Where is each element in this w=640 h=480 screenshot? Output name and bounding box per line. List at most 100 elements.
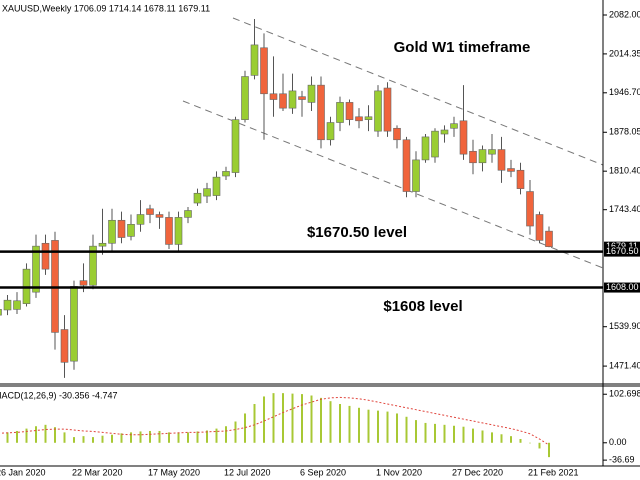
- macd-bar: [481, 430, 484, 443]
- candle-body: [70, 286, 78, 362]
- macd-bar: [339, 404, 341, 443]
- candle-body: [526, 191, 534, 227]
- macd-bar: [500, 434, 503, 443]
- macd-bar: [396, 413, 398, 443]
- candle-body: [317, 84, 325, 141]
- y-tick-label: 1743.40: [609, 204, 640, 214]
- macd-bar: [263, 396, 265, 443]
- channel-lower: [182, 100, 604, 269]
- candle-body: [364, 116, 373, 120]
- candle-body: [174, 217, 183, 245]
- candle-body: [3, 299, 12, 311]
- macd-bar: [329, 401, 332, 443]
- macd-bar: [415, 420, 417, 443]
- candle-body: [383, 87, 392, 132]
- macd-bar: [291, 393, 294, 443]
- annotation: $1670.50 level: [307, 224, 407, 241]
- macd-bar: [206, 430, 208, 443]
- candle-body: [421, 136, 430, 161]
- macd-bar: [377, 410, 379, 443]
- macd-bar: [491, 432, 493, 443]
- y-tick-label: 1539.90: [609, 321, 640, 331]
- candle-body: [165, 217, 173, 245]
- macd-bar: [44, 424, 47, 443]
- macd-bar: [187, 432, 189, 443]
- macd-bar: [529, 442, 531, 444]
- macd-bar: [92, 437, 94, 443]
- macd-bar: [177, 432, 180, 443]
- level-label: 1670.50: [606, 246, 639, 256]
- macd-bar: [510, 436, 512, 443]
- y-tick-label: 1878.05: [609, 127, 640, 137]
- macd-bar: [120, 433, 123, 443]
- macd-bar: [82, 436, 85, 443]
- candle-body: [155, 214, 164, 218]
- x-tick-label: 1 Nov 2020: [376, 467, 422, 477]
- macd-bar: [282, 393, 284, 443]
- candle-body: [184, 210, 192, 218]
- candle-body: [488, 149, 496, 155]
- macd-bar: [149, 430, 151, 443]
- macd-bar: [405, 416, 408, 443]
- candle-body: [355, 116, 363, 122]
- candle-body: [507, 168, 515, 172]
- y-tick-label: 0.00: [609, 437, 627, 447]
- level-tag: [604, 246, 640, 257]
- candle-body: [431, 130, 439, 158]
- y-tick-label: 102.698: [609, 389, 640, 399]
- candle-body: [127, 224, 135, 237]
- candle-body: [402, 139, 411, 192]
- macd-bar: [101, 435, 104, 443]
- candle-body: [288, 90, 297, 109]
- level-label: 1608.00: [606, 282, 639, 292]
- price-tag-label: 1679.11: [606, 241, 638, 251]
- macd-bar: [225, 426, 227, 443]
- candle-body: [336, 102, 344, 123]
- macd-bar: [6, 432, 9, 443]
- y-tick-label: 1471.40: [609, 360, 640, 370]
- macd-bar: [168, 432, 170, 443]
- candle-body: [146, 208, 154, 215]
- candle-body: [241, 76, 249, 120]
- macd-bar: [348, 405, 351, 443]
- macd-bar: [272, 393, 275, 443]
- macd-bar: [301, 394, 303, 443]
- candle-body: [497, 149, 506, 171]
- macd-bar: [548, 442, 550, 458]
- macd-bar: [320, 397, 322, 443]
- x-tick-label: 6 Sep 2020: [300, 467, 346, 477]
- candle-body: [98, 242, 107, 247]
- candle-body: [0, 309, 2, 316]
- candle-body: [79, 280, 88, 286]
- candle-body: [516, 169, 525, 189]
- candle-body: [41, 242, 50, 270]
- candle-body: [298, 96, 306, 100]
- macd-bar: [63, 432, 66, 443]
- candle-body: [459, 120, 468, 155]
- macd-bar: [73, 437, 75, 443]
- macd-bar: [196, 431, 199, 443]
- macd-bar: [538, 442, 541, 449]
- candle-body: [345, 102, 354, 120]
- macd-bar: [519, 439, 522, 443]
- candle-body: [260, 47, 268, 95]
- x-tick-label: 17 May 2020: [148, 467, 200, 477]
- candle-body: [450, 123, 458, 129]
- macd-bar: [367, 409, 370, 443]
- y-tick-label: 2014.35: [609, 48, 640, 58]
- macd-bar: [130, 432, 132, 443]
- channel-upper: [232, 17, 604, 166]
- macd-bar: [139, 431, 142, 443]
- candle-body: [393, 127, 401, 141]
- candle-body: [231, 119, 240, 173]
- macd-bar: [443, 424, 446, 443]
- macd-bar: [472, 428, 474, 443]
- candle-body: [326, 122, 335, 141]
- candle-body: [60, 329, 69, 363]
- candle-body: [545, 230, 553, 247]
- candle-body: [89, 245, 97, 286]
- candle-body: [203, 188, 211, 197]
- header: XAUUSD,Weekly 1706.09 1714.14 1678.11 16…: [2, 3, 210, 13]
- macd-bar: [234, 421, 237, 443]
